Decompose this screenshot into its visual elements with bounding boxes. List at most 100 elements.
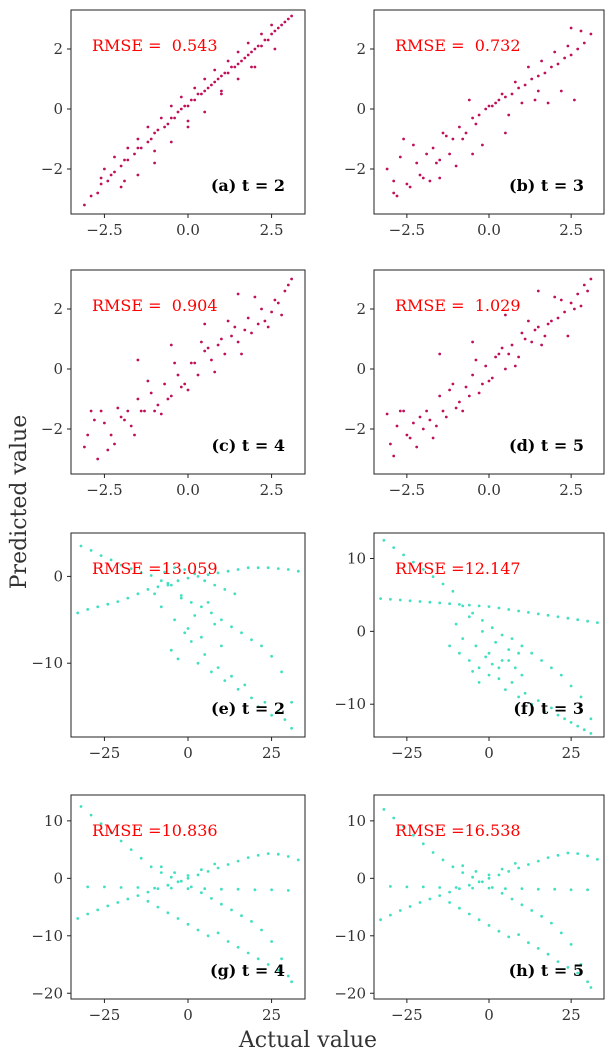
y-axis-title: Predicted value — [7, 415, 32, 590]
data-point — [530, 651, 534, 655]
y-tick-label: −20 — [334, 984, 366, 1002]
data-point — [586, 619, 589, 623]
data-point — [454, 164, 458, 168]
data-point — [156, 905, 160, 909]
data-points — [379, 538, 599, 735]
data-point — [536, 859, 540, 863]
data-point — [200, 635, 203, 639]
data-point — [89, 194, 93, 198]
data-point — [477, 880, 481, 884]
data-point — [146, 890, 150, 894]
data-point — [186, 627, 190, 630]
data-point — [220, 618, 223, 622]
data-point — [573, 307, 576, 311]
data-point — [216, 77, 220, 81]
data-point — [474, 644, 478, 648]
data-point — [193, 614, 197, 617]
data-point — [438, 886, 442, 889]
data-point — [146, 899, 150, 903]
data-point — [136, 886, 140, 889]
data-point — [200, 868, 203, 872]
data-point — [96, 605, 100, 609]
data-point — [467, 912, 471, 916]
data-point — [133, 433, 136, 437]
data-point — [550, 706, 553, 710]
data-point — [213, 583, 217, 587]
data-point — [487, 605, 491, 608]
data-point — [448, 388, 451, 392]
data-point — [186, 922, 190, 926]
data-point — [412, 421, 415, 425]
data-point — [253, 888, 257, 892]
data-point — [408, 436, 412, 440]
data-point — [179, 385, 183, 389]
data-point — [159, 865, 163, 869]
x-tick-label: 2.5 — [559, 481, 583, 499]
data-point — [579, 695, 583, 699]
data-point — [454, 886, 458, 889]
data-point — [421, 176, 425, 180]
data-point — [280, 313, 283, 317]
data-point — [153, 131, 157, 135]
data-point — [263, 700, 267, 704]
x-tick-label: −2.5 — [389, 221, 425, 239]
data-point — [213, 80, 217, 84]
data-point — [210, 83, 213, 87]
x-tick-label: 0 — [484, 744, 494, 762]
x-tick-label: 0.0 — [176, 481, 200, 499]
data-point — [527, 611, 530, 614]
data-point — [280, 23, 283, 27]
data-point — [553, 295, 557, 299]
y-tick-label: 2 — [356, 300, 366, 318]
data-point — [569, 943, 573, 946]
data-point — [536, 289, 540, 293]
data-point — [146, 379, 150, 383]
data-point — [159, 116, 163, 120]
data-point — [200, 92, 203, 96]
data-point — [536, 947, 540, 950]
x-tick-label: −2.5 — [389, 481, 425, 499]
data-point — [448, 890, 451, 894]
y-tick-label: 2 — [53, 40, 63, 58]
data-point — [523, 83, 527, 87]
data-point — [385, 167, 389, 171]
data-point — [523, 691, 527, 695]
data-point — [86, 608, 90, 611]
y-tick-label: 0 — [53, 360, 63, 378]
data-point — [166, 583, 170, 587]
x-tick-label: 25 — [562, 744, 581, 762]
data-point — [467, 659, 471, 662]
data-point — [260, 44, 263, 48]
data-point — [183, 631, 187, 635]
data-point — [116, 600, 120, 603]
data-point — [481, 630, 484, 633]
data-point — [490, 104, 494, 108]
y-tick-label: 0 — [356, 360, 366, 378]
data-point — [203, 89, 207, 93]
data-point — [250, 638, 253, 642]
data-point — [273, 47, 277, 51]
data-point — [166, 911, 170, 915]
data-point — [186, 119, 190, 123]
data-point — [497, 677, 501, 681]
data-point — [530, 909, 534, 912]
data-point — [96, 457, 100, 461]
data-point — [166, 397, 170, 401]
data-point — [206, 86, 210, 90]
data-point — [471, 886, 474, 890]
data-point — [569, 301, 573, 305]
data-point — [286, 974, 290, 978]
data-point — [186, 125, 190, 129]
data-point — [270, 23, 273, 27]
data-point — [220, 337, 223, 341]
data-point — [179, 596, 183, 600]
data-point — [454, 622, 458, 626]
data-point — [520, 673, 524, 677]
data-point — [169, 648, 173, 652]
y-tick-label: 10 — [347, 812, 366, 830]
data-point — [412, 143, 415, 147]
data-point — [451, 865, 455, 869]
data-point — [398, 909, 402, 912]
data-point — [586, 980, 589, 984]
data-point — [520, 101, 524, 105]
